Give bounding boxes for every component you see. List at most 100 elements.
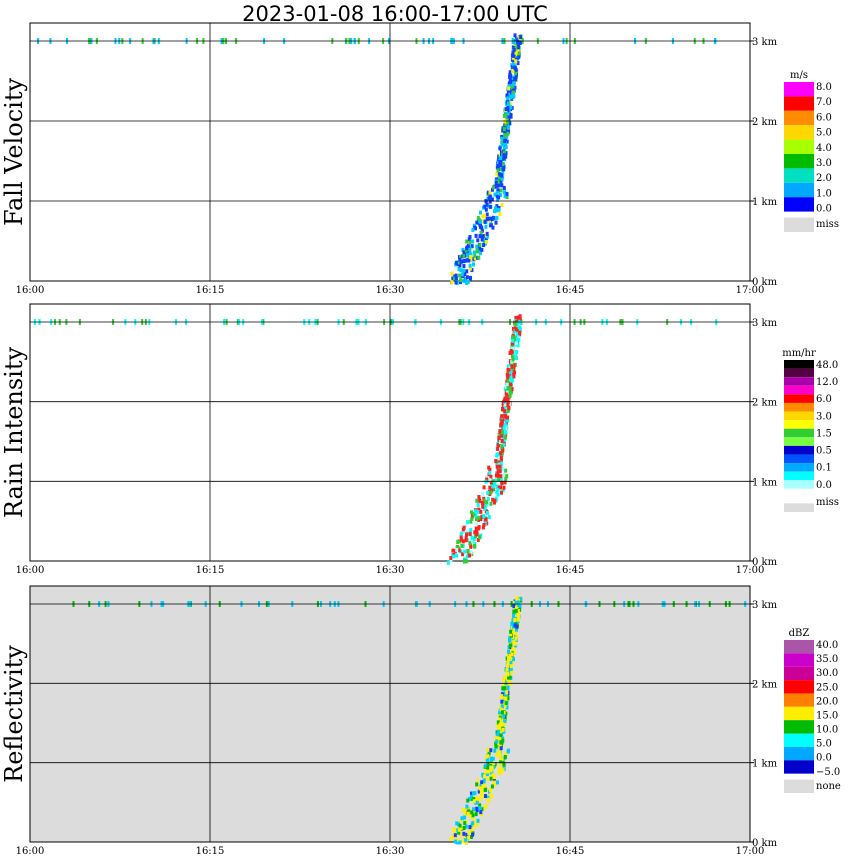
colorbar-label: 0.0 (816, 204, 832, 215)
echo-cell (485, 202, 489, 207)
echo-cell (484, 224, 488, 229)
colorbar-swatch (784, 154, 814, 169)
echo-cell (465, 280, 469, 285)
echo-cell (494, 220, 498, 225)
echo-cell (452, 274, 456, 279)
echo-cell (511, 630, 515, 635)
echo-cell (485, 510, 489, 515)
echo-cell (504, 154, 508, 159)
echo-cell (498, 746, 502, 751)
echo-cell (495, 730, 499, 735)
echo-cell (493, 498, 497, 503)
echo-cell (505, 134, 509, 139)
echo-cell (500, 420, 504, 425)
echo-cell (507, 129, 511, 134)
echo-cell (518, 316, 522, 321)
echo-cell (456, 828, 460, 833)
echo-cell (458, 273, 462, 278)
echo-cell (513, 65, 517, 70)
echo-cell (486, 491, 490, 496)
echo-cell (481, 504, 485, 509)
echo-cell (479, 509, 483, 514)
echo-cell (488, 470, 492, 475)
echo-cell (454, 260, 458, 265)
echo-cell (516, 52, 520, 57)
echo-cell (461, 527, 465, 532)
echo-cell (508, 74, 512, 79)
echo-cell (514, 315, 518, 320)
echo-cell (506, 379, 510, 384)
echo-cell (501, 402, 505, 407)
echo-cell (501, 488, 505, 493)
echo-cell (511, 85, 515, 90)
echo-cell (495, 484, 499, 489)
echo-cell (472, 818, 476, 823)
echo-cell (463, 809, 467, 814)
echo-cell (479, 789, 483, 794)
echo-cell (514, 59, 518, 64)
echo-cell (513, 641, 517, 646)
echo-cell (456, 822, 460, 827)
echo-cell (480, 500, 484, 505)
colorbar-label: miss (816, 497, 839, 508)
echo-cell (472, 810, 476, 815)
colorbar-swatch (784, 96, 814, 111)
echo-cell (514, 71, 518, 76)
echo-cell (497, 770, 501, 775)
echo-cell (480, 514, 484, 519)
echo-cell (468, 812, 472, 817)
echo-cell (486, 758, 490, 763)
echo-cell (508, 649, 512, 654)
panel-3: 16:00 16:15 16:30 16:45 17:000 km 1 km 2 km 3 k… (0, 585, 841, 857)
echo-cell (458, 263, 462, 268)
echo-cell (503, 133, 507, 138)
y-tick-label: 1 km (752, 197, 778, 208)
echo-cell (470, 810, 474, 815)
echo-cell (508, 374, 512, 379)
colorbar-swatch (784, 640, 814, 654)
echo-cell (502, 697, 506, 702)
echo-cell (463, 258, 467, 263)
echo-cell (459, 534, 463, 539)
echo-cell (502, 692, 506, 697)
echo-cell (496, 780, 500, 785)
echo-cell (493, 748, 497, 753)
colorbar-swatch (784, 110, 814, 126)
echo-cell (517, 54, 521, 59)
echo-cell (500, 768, 504, 773)
echo-cell (486, 765, 490, 770)
echo-cell (511, 622, 515, 627)
echo-cell (480, 491, 484, 496)
echo-cell (470, 535, 474, 540)
echo-cell (465, 239, 469, 244)
echo-cell (466, 253, 470, 258)
echo-cell (489, 474, 493, 479)
echo-cell (478, 246, 482, 251)
echo-cell (495, 171, 499, 176)
echo-cell (518, 330, 522, 335)
echo-cell (473, 509, 477, 514)
echo-cell (464, 530, 468, 535)
colorbar-unit: mm/hr (782, 348, 816, 359)
x-tick-label: 16:00 (16, 846, 45, 857)
echo-cell (472, 512, 476, 517)
echo-cell (462, 831, 466, 836)
echo-cell (518, 40, 522, 45)
echo-cell (481, 772, 485, 777)
echo-cell (501, 128, 505, 133)
echo-cell (465, 554, 469, 559)
echo-cell (511, 646, 515, 651)
echo-cell (496, 168, 500, 173)
echo-cell (505, 372, 509, 377)
echo-cell (478, 499, 482, 504)
echo-cell (477, 507, 481, 512)
echo-cell (459, 825, 463, 830)
echo-cell (484, 787, 488, 792)
echo-cell (463, 815, 467, 820)
echo-cell (486, 762, 490, 767)
echo-cell (509, 350, 513, 355)
echo-cell (471, 262, 475, 267)
echo-cell (504, 476, 508, 481)
echo-cell (516, 315, 520, 320)
